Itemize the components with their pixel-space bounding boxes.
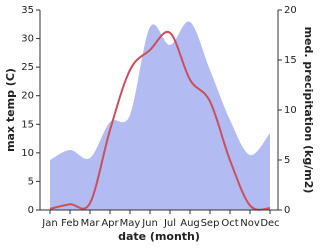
chart: date (month) max temp (C) med. precipita… [4,5,315,243]
y-tick-label: 35 [21,5,34,16]
x-tick-label: Jul [163,218,176,229]
x-tick-label: Sep [201,218,220,229]
y-tick-label: 0 [28,205,34,216]
y2-tick-label: 20 [284,5,297,16]
x-tick-label: Feb [61,218,79,229]
x-tick-label: Nov [240,218,260,229]
x-tick-label: Dec [260,218,279,229]
y2-axis-label: med. precipitation (kg/m2) [302,27,315,194]
y-tick-label: 30 [21,34,34,45]
x-tick-label: Oct [221,218,238,229]
y-tick-label: 5 [28,176,34,187]
x-tick-label: Mar [81,218,101,229]
y-tick-label: 25 [21,62,34,73]
temp-line [49,30,271,211]
y-tick-label: 20 [21,91,34,102]
y-tick-label: 10 [21,148,34,159]
y2-tick-label: 5 [284,155,290,166]
y2-tick-label: 15 [284,55,297,66]
x-tick-label: Jan [41,218,57,229]
y2-tick-label: 10 [284,105,297,116]
x-tick-label: May [120,218,141,229]
precip-area [50,21,270,211]
x-tick-label: Jun [141,218,158,229]
y-tick-label: 15 [21,119,34,130]
y2-tick-label: 0 [284,205,290,216]
x-axis-label: date (month) [118,230,200,243]
x-tick-label: Apr [101,218,119,229]
y-axis-label: max temp (C) [4,68,17,152]
x-tick-label: Aug [180,218,200,229]
